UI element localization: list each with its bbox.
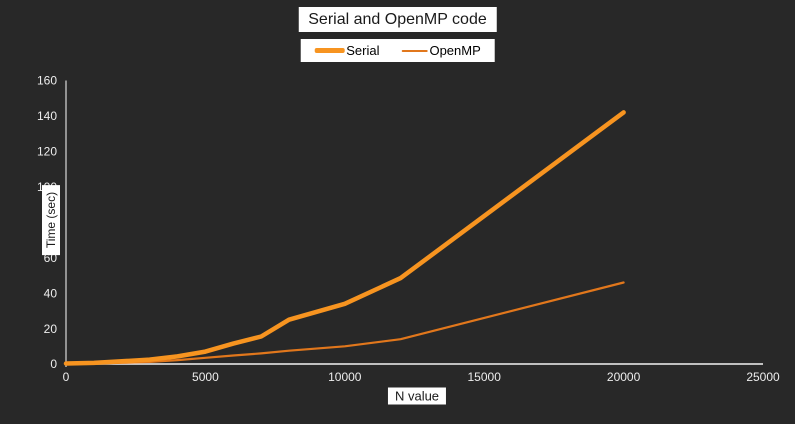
x-tick-label: 10000	[328, 370, 362, 384]
legend-item-serial: Serial	[314, 43, 379, 58]
serial-series-line	[63, 110, 626, 366]
x-tick-label: 20000	[607, 370, 641, 384]
legend-label-serial: Serial	[346, 43, 380, 58]
legend-label-openmp: OpenMP	[429, 43, 481, 58]
openmp-line-swatch	[401, 49, 428, 52]
y-tick-label: 140	[37, 109, 57, 123]
x-axis-title: N value	[387, 387, 447, 405]
y-tick-label: 0	[50, 357, 57, 371]
x-tick-label: 0	[63, 370, 70, 384]
chart-title: Serial and OpenMP code	[298, 7, 497, 33]
x-tick-label: 15000	[468, 370, 502, 384]
openmp-series-line	[64, 281, 625, 365]
serial-line-swatch	[314, 48, 345, 53]
y-tick-label: 160	[37, 74, 57, 88]
y-axis-title: Time (sec)	[42, 184, 60, 256]
y-tick-label: 20	[44, 322, 58, 336]
legend-item-openmp: OpenMP	[401, 43, 481, 58]
y-tick-label: 40	[44, 286, 58, 300]
y-tick-label: 120	[37, 145, 57, 159]
x-tick-label: 25000	[746, 370, 780, 384]
legend: Serial OpenMP	[300, 39, 495, 62]
x-tick-label: 5000	[192, 370, 219, 384]
